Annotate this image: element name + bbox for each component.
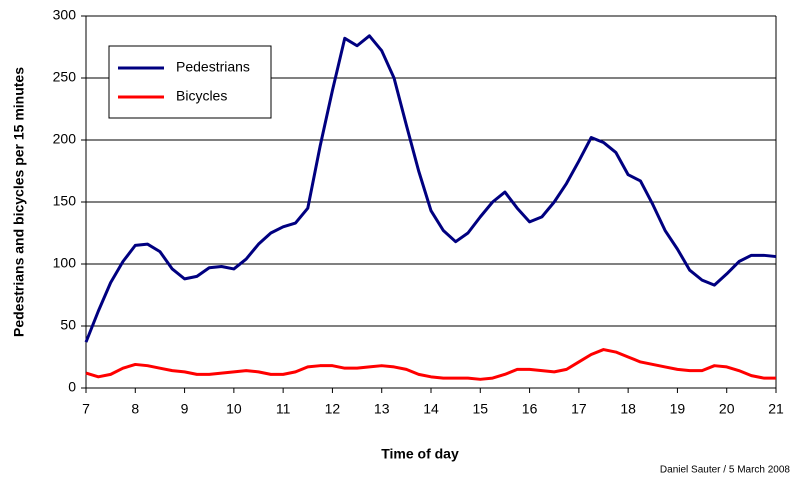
x-tick-label: 7 xyxy=(82,401,90,417)
x-tick-label: 17 xyxy=(571,401,587,417)
x-tick-label: 20 xyxy=(719,401,735,417)
line-series xyxy=(84,34,777,343)
x-tick-label: 12 xyxy=(325,401,341,417)
y-tick-label: 200 xyxy=(53,131,77,147)
x-tick-label: 18 xyxy=(620,401,636,417)
legend-label: Pedestrians xyxy=(176,59,250,75)
x-tick-label: 9 xyxy=(181,401,189,417)
y-tick-label: 100 xyxy=(53,255,77,271)
x-tick-label: 11 xyxy=(276,401,291,417)
x-tick-label: 13 xyxy=(374,401,390,417)
y-tick-label: 0 xyxy=(68,379,76,395)
y-tick-label: 150 xyxy=(53,193,77,209)
legend-box xyxy=(108,45,272,119)
y-axis-label: Pedestrians and bicycles per 15 minutes xyxy=(11,67,27,337)
y-tick-label: 300 xyxy=(53,7,77,23)
x-tick-label: 16 xyxy=(522,401,538,417)
y-tick-label: 50 xyxy=(60,317,76,333)
x-tick-label: 8 xyxy=(131,401,139,417)
x-tick-label: 19 xyxy=(670,401,686,417)
credit: Daniel Sauter / 5 March 2008 xyxy=(660,465,791,476)
x-tick-label: 15 xyxy=(472,401,488,417)
legend-label: Bicycles xyxy=(176,88,227,104)
line-series xyxy=(85,348,776,381)
x-tick-label: 10 xyxy=(226,401,242,417)
x-axis-label: Time of day xyxy=(381,446,459,462)
y-tick-label: 250 xyxy=(53,69,77,85)
x-tick-label: 21 xyxy=(768,401,784,417)
x-tick-label: 14 xyxy=(423,401,439,417)
